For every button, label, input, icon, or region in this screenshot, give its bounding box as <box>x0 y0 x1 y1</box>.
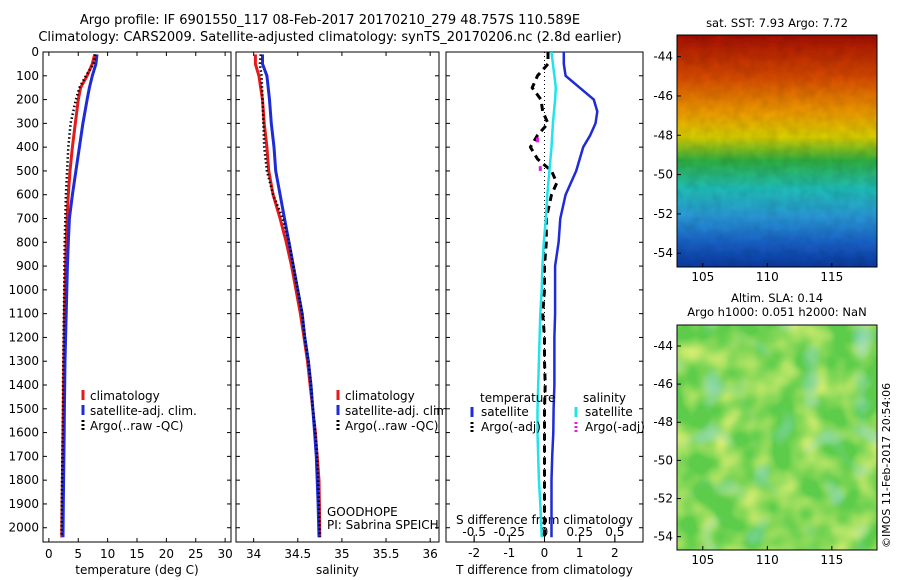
map-y-tick-label: -44 <box>653 50 673 64</box>
profile-panel-1: 0100200300400500600700800900100011001200… <box>8 45 232 577</box>
map-y-tick-label: -50 <box>653 168 673 182</box>
map-y-tick-label: -46 <box>653 377 673 391</box>
map-x-tick-label: 115 <box>820 553 843 567</box>
map-y-tick-label: -48 <box>653 128 673 142</box>
legend-label: climatology <box>345 389 415 403</box>
float-annotation: GOODHOPE <box>327 505 398 519</box>
legend-label: Argo(-adj) <box>585 420 645 434</box>
map-y-tick-label: -54 <box>653 530 673 544</box>
series-line-satellite <box>61 54 99 538</box>
figure-title-line1: Argo profile: IF 6901550_117 08-Feb-2017… <box>79 13 581 28</box>
x-axis-label: T difference from climatology <box>455 563 633 577</box>
legend-label: satellite <box>585 405 633 419</box>
x-tick-label: 20 <box>159 547 174 561</box>
legend-group-label: temperature <box>480 391 555 405</box>
legend-label: Argo(-adj) <box>481 420 541 434</box>
series-line-diff-1 <box>550 52 599 538</box>
y-tick-label: 1900 <box>8 497 39 511</box>
map-y-tick-label: -44 <box>653 339 673 353</box>
legend-label: satellite-adj. clim. <box>345 404 452 418</box>
legend-label: satellite <box>481 405 529 419</box>
x-tick-label: 0 <box>541 546 549 560</box>
legend-label: Argo(..raw -QC) <box>90 419 183 433</box>
map-y-tick-label: -52 <box>653 492 673 506</box>
y-tick-label: 1100 <box>8 307 39 321</box>
x-tick-label: 15 <box>129 547 144 561</box>
y-tick-label: 1800 <box>8 473 39 487</box>
x-tick-label: 25 <box>188 547 203 561</box>
y-tick-label: 400 <box>16 140 39 154</box>
map-x-tick-label: 110 <box>756 270 779 284</box>
series-line-diff-3 <box>536 51 558 538</box>
imos-stamp: ©IMOS 11-Feb-2017 20:54:06 <box>880 383 893 548</box>
x-axis-label: temperature (deg C) <box>75 563 198 577</box>
x-tick-label: 36 <box>423 547 438 561</box>
x-tick-label: 10 <box>100 547 115 561</box>
profile-panel-2: 34 34.5 35 35.5 36 salinity climatologysatelli… <box>235 51 452 577</box>
x-tick-label: 35.5 <box>373 547 400 561</box>
float-annotation: PI: Sabrina SPEICH <box>327 518 439 532</box>
x-axis-label: salinity <box>316 563 359 577</box>
sst-map <box>676 34 878 268</box>
y-tick-label: 1700 <box>8 449 39 463</box>
y-tick-label: 500 <box>16 164 39 178</box>
x-tick-label: 0 <box>45 547 53 561</box>
y-tick-label: 2000 <box>8 521 39 535</box>
x-tick-label: 35 <box>334 547 349 561</box>
y-tick-label: 800 <box>16 235 39 249</box>
sla-map <box>676 324 878 551</box>
y-tick-label: 1600 <box>8 426 39 440</box>
s-tick-label: 0.5 <box>605 525 624 539</box>
x-tick-label: 34 <box>246 547 261 561</box>
x-tick-label: 5 <box>74 547 82 561</box>
map-y-tick-label: -54 <box>653 246 673 260</box>
plot-frame <box>235 51 440 543</box>
map-x-tick-label: 115 <box>820 270 843 284</box>
legend-label: Argo(..raw -QC) <box>345 419 438 433</box>
x-tick-label: -1 <box>503 546 515 560</box>
sst-map-title: sat. SST: 7.93 Argo: 7.72 <box>706 16 848 30</box>
sla-map-title-1: Altim. SLA: 0.14 <box>730 291 824 305</box>
s-tick-label: -0.5 <box>462 525 485 539</box>
y-tick-label: 1300 <box>8 354 39 368</box>
x-tick-label: 1 <box>576 546 584 560</box>
map-y-tick-label: -48 <box>653 415 673 429</box>
s-tick-label: -0.25 <box>494 525 525 539</box>
y-tick-label: 300 <box>16 116 39 130</box>
y-tick-label: 0 <box>31 45 39 59</box>
y-tick-label: 200 <box>16 93 39 107</box>
y-tick-label: 600 <box>16 188 39 202</box>
figure-title-line2: Climatology: CARS2009. Satellite-adjuste… <box>38 30 622 45</box>
x-tick-label: 30 <box>217 547 232 561</box>
sla-map-title-2: Argo h1000: 0.051 h2000: NaN <box>687 305 867 319</box>
y-tick-label: 900 <box>16 259 39 273</box>
series-line-argo <box>258 54 322 538</box>
y-tick-label: 100 <box>16 69 39 83</box>
y-tick-label: 700 <box>16 212 39 226</box>
y-tick-label: 1400 <box>8 378 39 392</box>
legend-group-label: salinity <box>583 391 626 405</box>
map-x-tick-label: 105 <box>691 553 714 567</box>
map-y-tick-label: -52 <box>653 207 673 221</box>
legend-label: satellite-adj. clim. <box>90 404 197 418</box>
map-y-tick-label: -46 <box>653 89 673 103</box>
map-x-tick-label: 110 <box>756 553 779 567</box>
y-tick-label: 1000 <box>8 283 39 297</box>
series-line-argo <box>60 54 97 538</box>
legend-label: climatology <box>90 389 160 403</box>
x-tick-label: -2 <box>468 546 480 560</box>
s-tick-label: 0.25 <box>566 525 593 539</box>
map-x-tick-label: 105 <box>691 270 714 284</box>
x-tick-label: 2 <box>611 546 619 560</box>
y-tick-label: 1500 <box>8 402 39 416</box>
map-y-tick-label: -50 <box>653 453 673 467</box>
x-tick-label: 34.5 <box>284 547 311 561</box>
y-tick-label: 1200 <box>8 330 39 344</box>
